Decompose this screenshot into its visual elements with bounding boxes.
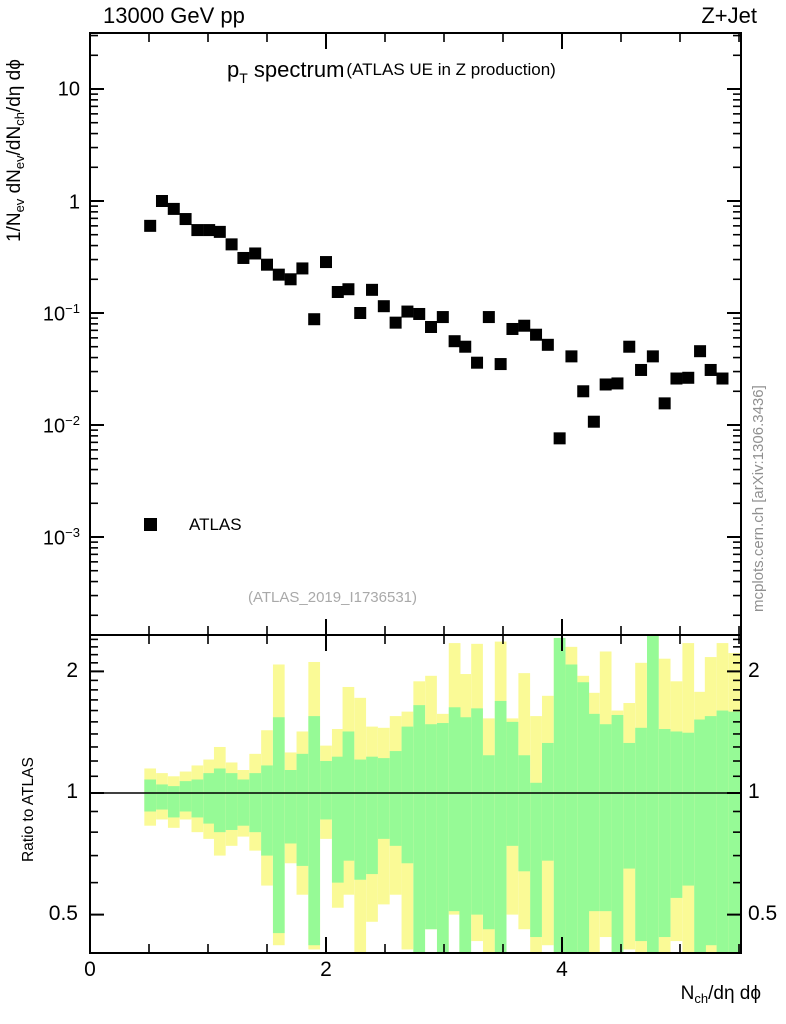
plot-title: pT spectrum (ATLAS UE in Z production) xyxy=(227,57,556,86)
main-y-tick-label-1e-3: 10−3 xyxy=(42,525,80,550)
plot-title-rest: spectrum xyxy=(247,57,345,82)
main-y-tick-label-1e-2: 10−2 xyxy=(42,413,80,438)
ratio-tick-left-1: 1 xyxy=(66,780,78,803)
ratio-tick-left-2: 2 xyxy=(66,659,78,682)
plot-title-observable: p xyxy=(227,57,240,82)
ratio-tick-right-2: 2 xyxy=(748,659,760,682)
x-tick-label-4: 4 xyxy=(556,958,568,981)
credit-vertical-text: mcplots.cern.ch [arXiv:1306.3436] xyxy=(750,385,767,612)
header-process: Z+Jet xyxy=(701,3,757,28)
legend-label: ATLAS xyxy=(189,515,242,534)
x-axis-title: Nch/dη dϕ xyxy=(680,983,761,1006)
ratio-y-axis-title: Ratio to ATLAS xyxy=(20,757,37,862)
x-tick-label-2: 2 xyxy=(320,958,332,981)
ratio-tick-right-0p5: 0.5 xyxy=(748,902,778,925)
legend-marker-square xyxy=(144,518,157,531)
ratio-tick-right-1: 1 xyxy=(748,780,760,803)
x-tick-label-0: 0 xyxy=(84,958,96,981)
analysis-watermark: (ATLAS_2019_I1736531) xyxy=(248,589,418,606)
main-y-tick-label-10: 10 xyxy=(57,78,80,101)
plot-title-annotation: (ATLAS UE in Z production) xyxy=(346,60,556,79)
main-y-tick-label-1: 1 xyxy=(68,191,80,214)
header-beam-energy: 13000 GeV pp xyxy=(103,3,245,28)
plot-title-subscript: T xyxy=(239,70,248,86)
ratio-tick-left-0p5: 0.5 xyxy=(48,902,78,925)
main-y-tick-label-1e-1: 10−1 xyxy=(42,301,80,326)
